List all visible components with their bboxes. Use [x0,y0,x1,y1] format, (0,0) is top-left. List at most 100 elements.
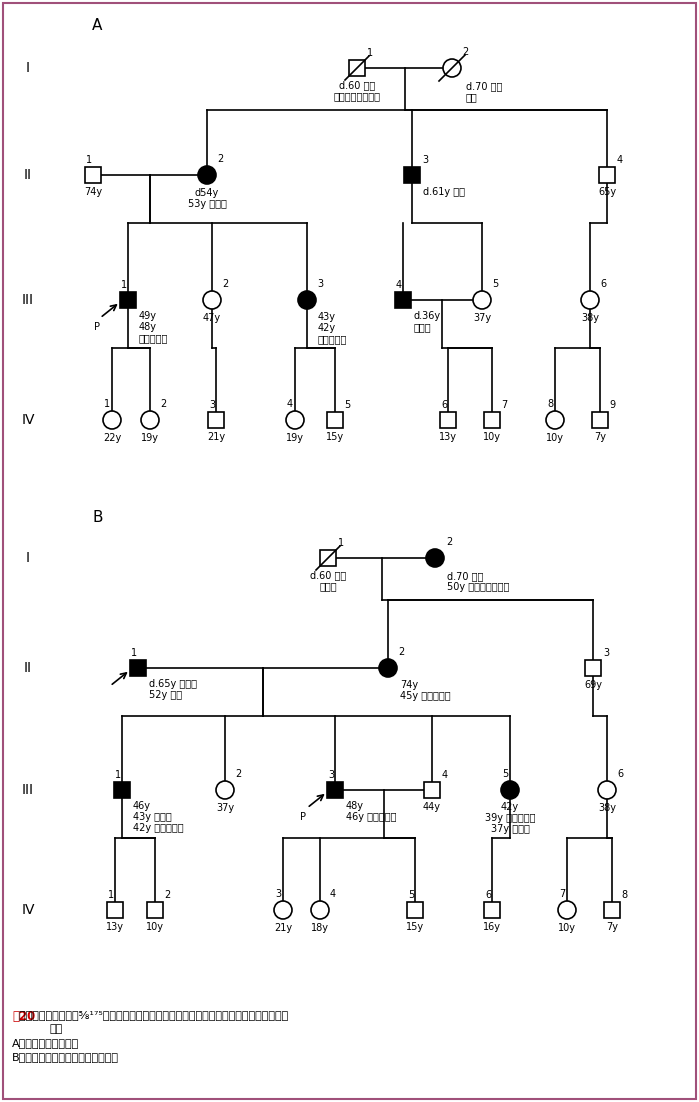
Text: 3: 3 [422,155,428,165]
Text: 2: 2 [398,647,404,657]
Text: 1: 1 [338,538,344,548]
Text: 5: 5 [492,279,498,289]
Circle shape [379,659,397,677]
Circle shape [558,901,576,919]
Text: 2: 2 [222,279,229,289]
Text: 74y: 74y [84,187,102,197]
Text: 2: 2 [160,399,166,409]
Text: 7y: 7y [594,432,606,442]
Text: 19y: 19y [286,433,304,443]
Text: 3: 3 [209,400,215,410]
Bar [327,782,343,798]
Text: 65y: 65y [598,187,616,197]
Circle shape [141,411,159,429]
Text: 図20: 図20 [12,1011,35,1023]
Text: 3: 3 [317,279,323,289]
Circle shape [298,291,316,309]
Text: 1: 1 [115,770,121,780]
Text: P: P [300,812,306,822]
Text: 4: 4 [396,280,402,290]
Text: 2: 2 [164,890,171,900]
Text: 21y: 21y [274,923,292,933]
Text: 不明: 不明 [466,91,477,102]
Text: 8: 8 [547,399,553,409]
Bar [349,60,365,76]
Bar [585,660,601,676]
Text: 69y: 69y [584,680,602,690]
Text: 2: 2 [235,769,241,779]
Bar [599,168,615,183]
Text: 上行結腸癌: 上行結腸癌 [139,333,168,343]
Text: III: III [22,784,34,797]
Text: 不明（大腸癌？）: 不明（大腸癌？） [333,91,380,101]
Bar [85,168,101,183]
Text: 1: 1 [108,890,114,900]
Text: d.60 歳代: d.60 歳代 [339,80,375,90]
Text: 13y: 13y [106,922,124,932]
Text: 47y: 47y [203,313,221,323]
Text: 21y: 21y [207,432,225,442]
Bar [327,412,343,428]
Text: 37y: 37y [216,803,234,813]
Bar [120,292,136,307]
Text: d.61y 胃癌: d.61y 胃癌 [423,187,465,197]
Text: 脳卒中: 脳卒中 [319,581,337,591]
Text: 8: 8 [621,890,627,900]
Text: 1: 1 [104,399,110,409]
Text: 37y: 37y [473,313,491,323]
Bar [130,660,146,676]
Text: d.70 歳代: d.70 歳代 [466,82,503,91]
Text: 44y: 44y [423,802,441,812]
Bar [114,782,130,798]
Text: 10y: 10y [546,433,564,443]
Bar [592,412,608,428]
Text: 7y: 7y [606,922,618,932]
Text: 39y 子宮内膜癌: 39y 子宮内膜癌 [484,813,535,823]
Text: A: A [92,18,102,33]
Circle shape [286,411,304,429]
Bar [484,412,500,428]
Bar [407,903,423,918]
Text: 1: 1 [121,280,127,290]
Text: d54y: d54y [195,188,219,198]
Circle shape [274,901,292,919]
Text: d.65y 小腸癌: d.65y 小腸癌 [149,679,197,689]
Text: B：大腸癌以外の関連腫瘍多発家系: B：大腸癌以外の関連腫瘍多発家系 [12,1052,119,1062]
Bar [208,412,224,428]
Text: 10y: 10y [483,432,501,442]
Text: 6: 6 [485,890,491,900]
Text: 2: 2 [462,47,468,57]
Text: 3: 3 [275,889,281,899]
Circle shape [598,781,616,799]
Text: III: III [22,293,34,307]
Bar [440,412,456,428]
Text: 49y: 49y [139,311,157,321]
Text: d.70 歳代: d.70 歳代 [447,571,484,581]
Text: 38y: 38y [598,803,616,813]
Text: 2: 2 [446,537,452,547]
Bar [395,292,411,307]
Text: I: I [26,61,30,75]
Text: 46y: 46y [133,801,151,811]
Text: 3: 3 [603,648,609,658]
Text: 1: 1 [86,155,92,165]
Circle shape [311,901,329,919]
Text: II: II [24,168,32,182]
Text: 38y: 38y [581,313,599,323]
Bar [320,550,336,566]
Text: 22y: 22y [103,433,121,443]
Circle shape [103,411,121,429]
Text: 74y: 74y [400,680,418,690]
Bar [404,168,420,183]
Text: 15y: 15y [406,922,424,932]
Text: 6: 6 [600,279,606,289]
Text: B: B [92,510,103,525]
Text: P: P [94,322,100,332]
Circle shape [473,291,491,309]
Text: 7: 7 [559,889,565,899]
Text: 4: 4 [617,155,623,165]
Text: 5: 5 [502,769,508,779]
Text: 大腸癌: 大腸癌 [414,322,431,332]
Bar [484,903,500,918]
Circle shape [426,549,444,568]
